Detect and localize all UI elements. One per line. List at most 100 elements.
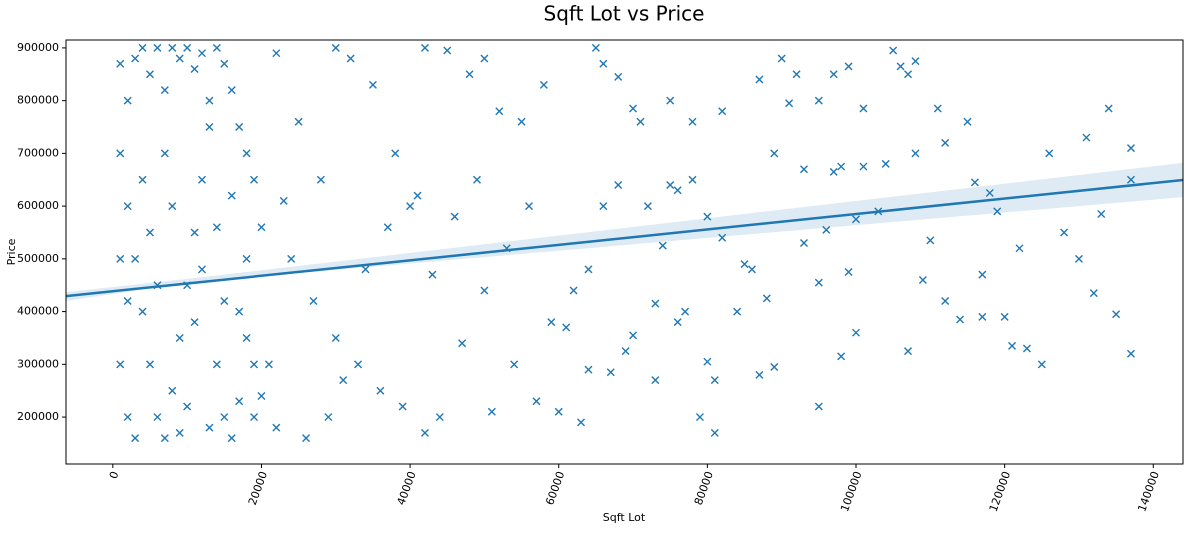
point: [250, 175, 259, 184]
point: [123, 413, 132, 422]
point: [837, 162, 846, 171]
point: [361, 265, 370, 274]
point: [257, 391, 266, 400]
x-tick-label: 0: [107, 470, 122, 481]
point: [688, 117, 697, 126]
point: [116, 254, 125, 263]
point: [316, 175, 325, 184]
point: [792, 70, 801, 79]
point: [621, 347, 630, 356]
point: [695, 413, 704, 422]
point: [681, 307, 690, 316]
point: [250, 413, 259, 422]
point: [525, 202, 533, 211]
point: [985, 188, 994, 197]
x-tick-label: 100000: [838, 470, 865, 514]
point: [718, 233, 727, 242]
point: [138, 43, 147, 52]
plot-frame: [65, 39, 1184, 465]
point: [554, 407, 563, 416]
point: [153, 413, 162, 422]
point: [368, 80, 377, 89]
point: [420, 428, 429, 437]
point: [160, 434, 169, 443]
point: [212, 223, 221, 232]
point: [1126, 349, 1135, 358]
point: [257, 223, 266, 232]
point: [465, 70, 474, 79]
point: [718, 107, 727, 116]
point: [1097, 210, 1106, 219]
point: [532, 397, 541, 406]
y-tick-label: 900000: [17, 41, 59, 54]
point: [762, 294, 771, 303]
point: [577, 418, 586, 427]
point: [302, 434, 311, 443]
point: [183, 402, 192, 411]
point: [651, 376, 660, 385]
point: [175, 333, 184, 342]
x-tick-label: 80000: [692, 470, 716, 507]
point: [614, 72, 623, 81]
point: [733, 307, 742, 316]
point: [666, 96, 675, 105]
point: [785, 99, 794, 108]
point: [688, 175, 697, 184]
point: [629, 104, 638, 113]
confidence-band: [66, 162, 1183, 302]
point: [376, 386, 385, 395]
point: [829, 70, 838, 79]
point: [755, 75, 764, 84]
point: [941, 138, 950, 147]
point: [666, 181, 675, 190]
point: [1126, 144, 1135, 153]
point: [480, 54, 489, 63]
point: [978, 270, 987, 279]
point: [814, 278, 823, 287]
regression-line: [65, 178, 1184, 298]
point: [1112, 310, 1121, 319]
point: [391, 149, 400, 158]
point: [978, 312, 987, 321]
point: [770, 149, 779, 158]
point: [458, 339, 467, 348]
point: [629, 331, 638, 340]
point: [145, 360, 154, 369]
point: [116, 360, 125, 369]
point: [896, 62, 905, 71]
point: [413, 191, 422, 200]
point: [703, 212, 712, 221]
point: [123, 297, 132, 306]
point: [264, 360, 273, 369]
point: [799, 165, 808, 174]
point: [131, 54, 140, 63]
point: [710, 376, 719, 385]
point: [495, 107, 504, 116]
point: [963, 117, 972, 126]
point: [904, 347, 913, 356]
point: [755, 370, 764, 379]
point: [383, 223, 392, 232]
point: [205, 123, 214, 132]
point: [1015, 244, 1024, 253]
point: [331, 43, 340, 52]
point: [1126, 175, 1135, 184]
point: [889, 46, 898, 55]
point: [331, 333, 340, 342]
point: [168, 386, 177, 395]
point: [993, 207, 1002, 216]
point: [272, 423, 281, 432]
point: [435, 413, 444, 422]
point: [220, 413, 229, 422]
point: [227, 434, 236, 443]
point: [346, 54, 355, 63]
x-tick-label: 40000: [395, 470, 419, 507]
point: [235, 307, 244, 316]
point: [904, 70, 913, 79]
point: [116, 59, 125, 68]
point: [183, 43, 192, 52]
point: [175, 428, 184, 437]
point: [911, 57, 920, 66]
point: [799, 239, 808, 248]
point: [480, 286, 489, 295]
